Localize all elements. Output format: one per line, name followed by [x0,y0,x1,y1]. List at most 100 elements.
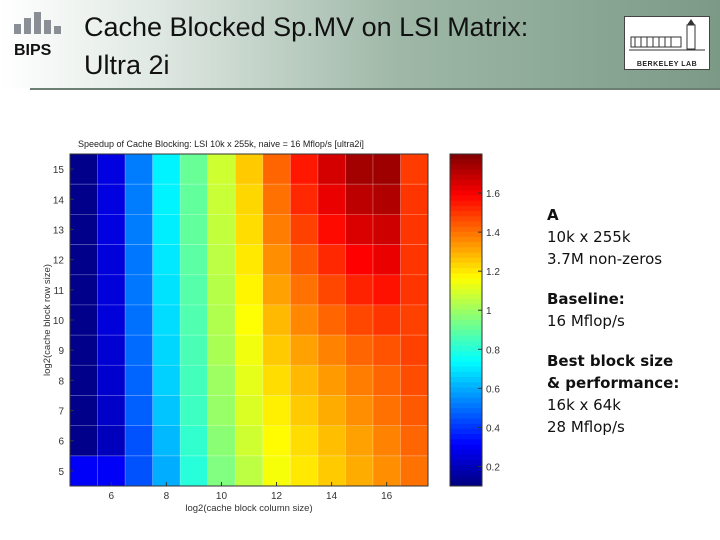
heatmap-cell [125,214,153,245]
heatmap-cell [317,395,346,426]
colorbar-segment [450,408,482,414]
heatmap-cell [262,335,291,366]
heatmap-cell [290,274,319,306]
heatmap-cell [207,244,236,276]
heatmap-cell [97,335,126,366]
heatmap-cell [317,244,346,276]
heatmap-cell [207,184,236,215]
heatmap-cell [97,244,126,276]
heatmap-cell [262,425,291,457]
heatmap-cell [290,335,319,366]
heatmap-cell [400,184,429,215]
colorbar-segment [450,226,482,233]
colorbar-segment [450,314,482,321]
bips-logo-bars [14,12,61,34]
heatmap-cell [125,184,153,215]
colorbar-segment [450,361,482,368]
heatmap-cell [70,274,98,306]
colorbar-segment [450,288,482,295]
heatmap-cell [207,335,236,366]
colorbar-segment [450,185,482,191]
colorbar-segment [450,330,482,337]
colorbar-segment [450,444,482,451]
colorbar-segment [450,449,482,456]
bips-logo-text: BIPS [14,42,52,59]
best-heading-2: & performance: [547,374,680,392]
matrix-nnz: 3.7M non-zeros [547,250,663,268]
heatmap-cell [317,365,346,396]
colorbar-segment [450,397,482,404]
heatmap-cell [125,395,153,426]
heatmap-cell [70,214,98,245]
heatmap-cell [70,425,98,457]
heatmap-cell [345,455,374,487]
colorbar-segment [450,242,482,248]
colorbar-segment [450,304,482,311]
colorbar-segment [450,475,482,482]
heatmap-cell [70,335,98,366]
notes-panel: A 10k x 255k 3.7M non-zeros Baseline: 16… [547,204,717,456]
colorbar-tick-label: 0.2 [486,462,500,473]
heatmap-cell [235,304,264,336]
heatmap-cell [262,304,291,336]
colorbar-segment [450,159,482,165]
heatmap-cell [345,335,374,366]
heatmap-cell [400,304,429,336]
heatmap-cell [400,214,429,245]
heatmap-cell [235,214,264,245]
berkeley-lab-text: BERKELEY LAB [636,61,698,68]
heatmap-cell [262,365,291,396]
colorbar-segment [450,294,482,300]
heatmap-cell [235,395,264,426]
heatmap-cell [70,244,98,276]
colorbar-segment [450,480,482,487]
y-tick-label: 12 [53,256,65,267]
colorbar-segment [450,216,482,222]
colorbar-segment [450,205,482,212]
colorbar-segment [450,382,482,388]
heatmap-cell [207,425,236,457]
heatmap-cell [400,154,429,185]
colorbar-segment [450,428,482,435]
best-heading: Best block size [547,352,674,370]
heatmap-cell [372,335,401,366]
colorbar-segment [450,340,482,347]
heatmap-cell [317,335,346,366]
heatmap-cell [400,395,429,426]
heatmap-cell [290,365,319,396]
heatmap-cell [290,154,319,185]
heatmap-cell [262,154,291,185]
colorbar-segment [450,299,482,305]
heatmap-cell [97,154,126,185]
colorbar-segment [450,221,482,228]
colorbar-segment [450,190,482,196]
colorbar-segment [450,403,482,409]
colorbar-tick-label: 0.6 [486,384,500,395]
colorbar-segment [450,460,482,466]
colorbar-segment [450,434,482,440]
heatmap-cell [400,425,429,457]
heatmap-cell [372,395,401,426]
x-tick-label: 8 [164,491,170,502]
baseline-value: 16 Mflop/s [547,312,625,330]
heatmap-cell [180,154,208,185]
heatmap-cell [70,455,98,487]
heatmap-cell [372,244,401,276]
colorbar-segment [450,174,482,181]
heatmap-cell [152,304,181,336]
colorbar-segment [450,454,482,461]
heatmap-cell [70,395,98,426]
baseline-heading: Baseline: [547,290,625,308]
heatmap-cell [345,365,374,396]
colorbar-segment [450,423,482,430]
colorbar-segment [450,366,482,373]
heatmap-cell [345,154,374,185]
heatmap-cell [317,455,346,487]
colorbar-segment [450,257,482,264]
slide-title-line1: Cache Blocked Sp.MV on LSI Matrix: [84,12,529,42]
heatmap-cell [97,304,126,336]
heatmap-cell [317,274,346,306]
heatmap-cell [400,335,429,366]
heatmap-cell [180,425,208,457]
heatmap-cell [345,244,374,276]
